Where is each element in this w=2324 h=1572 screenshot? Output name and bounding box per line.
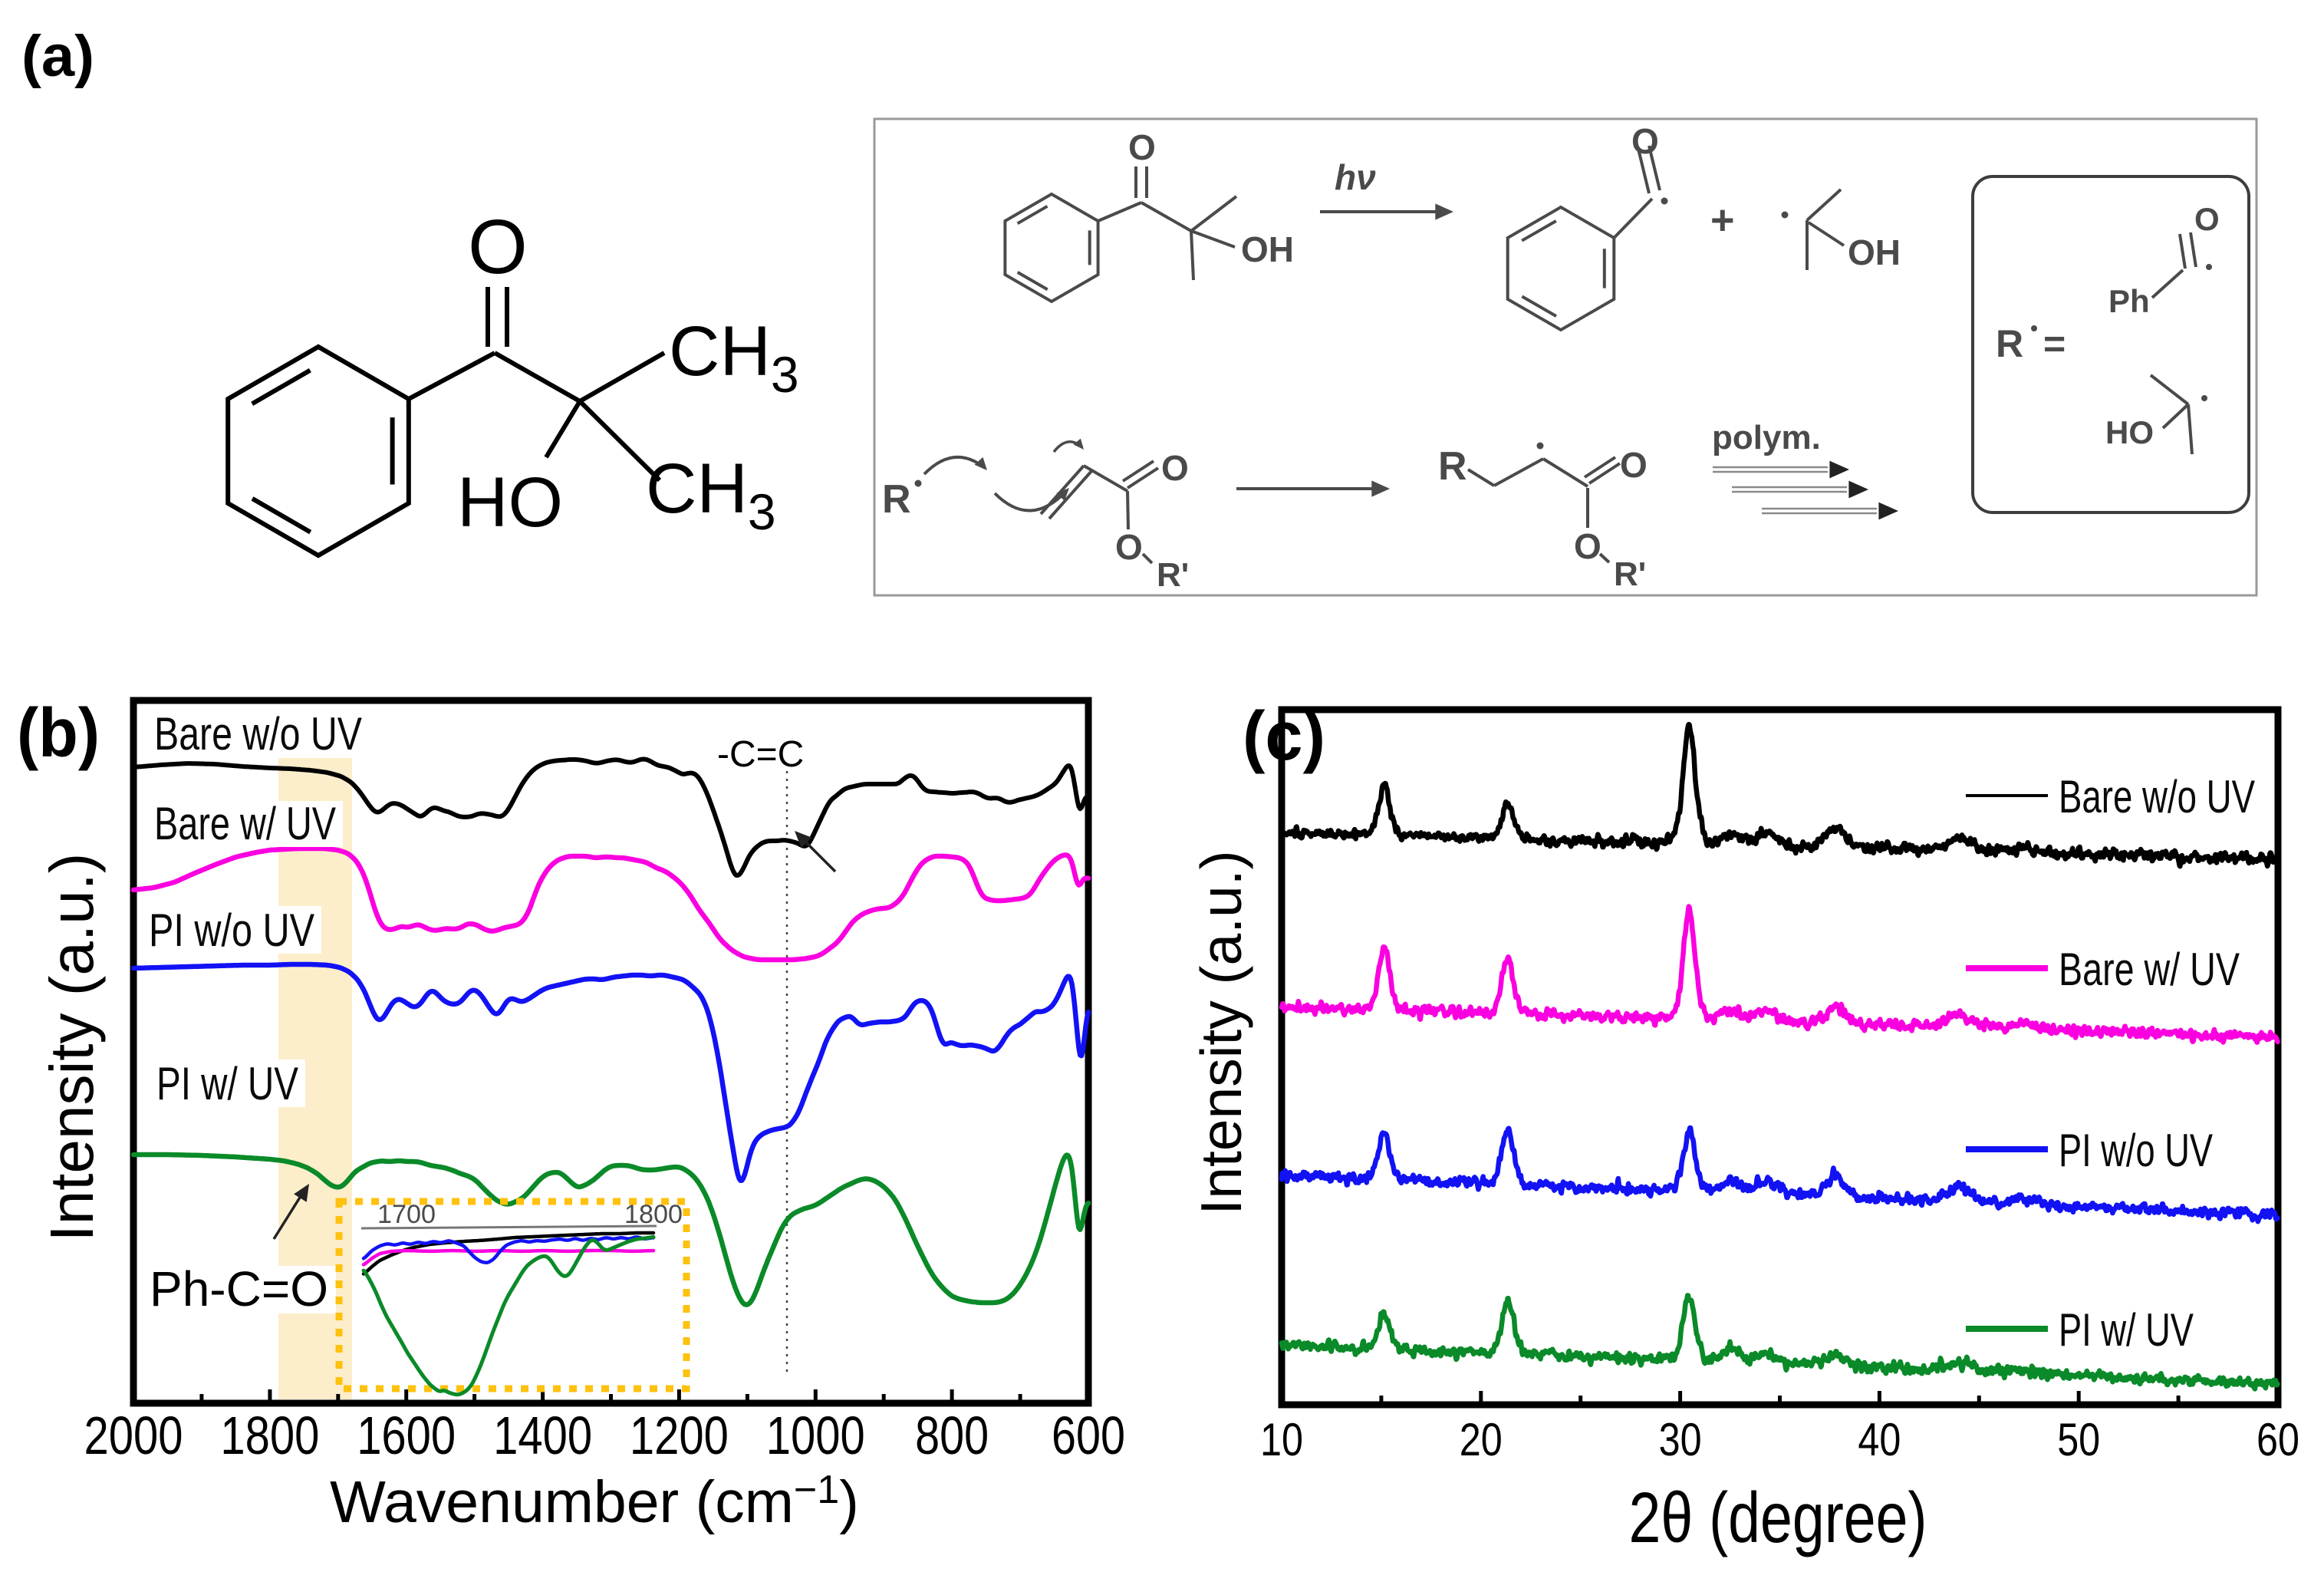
svg-text:O: O: [1115, 527, 1143, 567]
svg-text:Wavenumber (cm−1): Wavenumber (cm−1): [330, 1468, 859, 1535]
svg-text:40: 40: [1858, 1414, 1901, 1465]
svg-text:Bare w/ UV: Bare w/ UV: [154, 798, 336, 849]
svg-text:60: 60: [2257, 1414, 2299, 1465]
svg-text:PI w/o UV: PI w/o UV: [2059, 1125, 2213, 1176]
svg-text:HO: HO: [457, 463, 563, 542]
svg-text:Intensity (a.u.): Intensity (a.u.): [38, 853, 106, 1242]
svg-text:2θ (degree): 2θ (degree): [1629, 1478, 1927, 1557]
svg-text:Bare w/o UV: Bare w/o UV: [154, 708, 362, 760]
svg-text:Intensity (a.u.): Intensity (a.u.): [1189, 850, 1253, 1214]
svg-text:O: O: [468, 204, 528, 290]
svg-text:Ph-C=O: Ph-C=O: [150, 1261, 328, 1317]
svg-text:R: R: [1438, 444, 1467, 489]
svg-text:O: O: [1620, 445, 1648, 485]
svg-text:1000: 1000: [766, 1406, 865, 1465]
svg-text:(a): (a): [21, 24, 94, 89]
svg-text:1800: 1800: [624, 1200, 683, 1229]
svg-text:R: R: [882, 477, 911, 522]
svg-text:Bare w/o UV: Bare w/o UV: [2059, 771, 2255, 822]
svg-text:HO: HO: [2105, 414, 2154, 450]
svg-text:1200: 1200: [630, 1406, 729, 1465]
svg-text:R': R': [1157, 556, 1189, 594]
svg-text:1600: 1600: [357, 1406, 456, 1465]
svg-text:20: 20: [1460, 1414, 1503, 1465]
svg-text:OH: OH: [1848, 232, 1901, 272]
svg-text:Ph: Ph: [2108, 283, 2150, 319]
svg-text:O: O: [1128, 127, 1156, 167]
svg-text:O: O: [1631, 121, 1659, 161]
svg-text:50: 50: [2057, 1414, 2100, 1465]
svg-text:O: O: [2194, 201, 2220, 237]
svg-text:800: 800: [915, 1406, 989, 1465]
svg-text:600: 600: [1052, 1406, 1125, 1465]
svg-text:O: O: [1574, 526, 1601, 566]
svg-text:1400: 1400: [493, 1406, 592, 1465]
svg-text:hν: hν: [1335, 157, 1376, 197]
svg-text:O: O: [1161, 448, 1189, 488]
svg-text:10: 10: [1260, 1414, 1303, 1465]
svg-text:-C=C: -C=C: [717, 734, 804, 775]
svg-text:OH: OH: [1241, 229, 1294, 269]
svg-text:CH3: CH3: [669, 312, 799, 403]
svg-text:30: 30: [1659, 1414, 1702, 1465]
svg-text:Bare w/ UV: Bare w/ UV: [2059, 944, 2240, 995]
svg-text:polym.: polym.: [1712, 419, 1821, 456]
svg-text:R': R': [1614, 555, 1646, 593]
svg-text:2000: 2000: [84, 1406, 183, 1465]
svg-text:+: +: [1710, 197, 1735, 243]
svg-text:PI w/o UV: PI w/o UV: [149, 905, 314, 956]
svg-text:1800: 1800: [220, 1406, 319, 1465]
svg-text:(b): (b): [17, 695, 100, 772]
svg-text:=: =: [2043, 322, 2066, 365]
svg-text:R: R: [1996, 322, 2023, 365]
svg-text:1700: 1700: [377, 1200, 436, 1229]
svg-text:PI w/ UV: PI w/ UV: [156, 1058, 298, 1109]
svg-text:PI w/ UV: PI w/ UV: [2059, 1304, 2194, 1356]
